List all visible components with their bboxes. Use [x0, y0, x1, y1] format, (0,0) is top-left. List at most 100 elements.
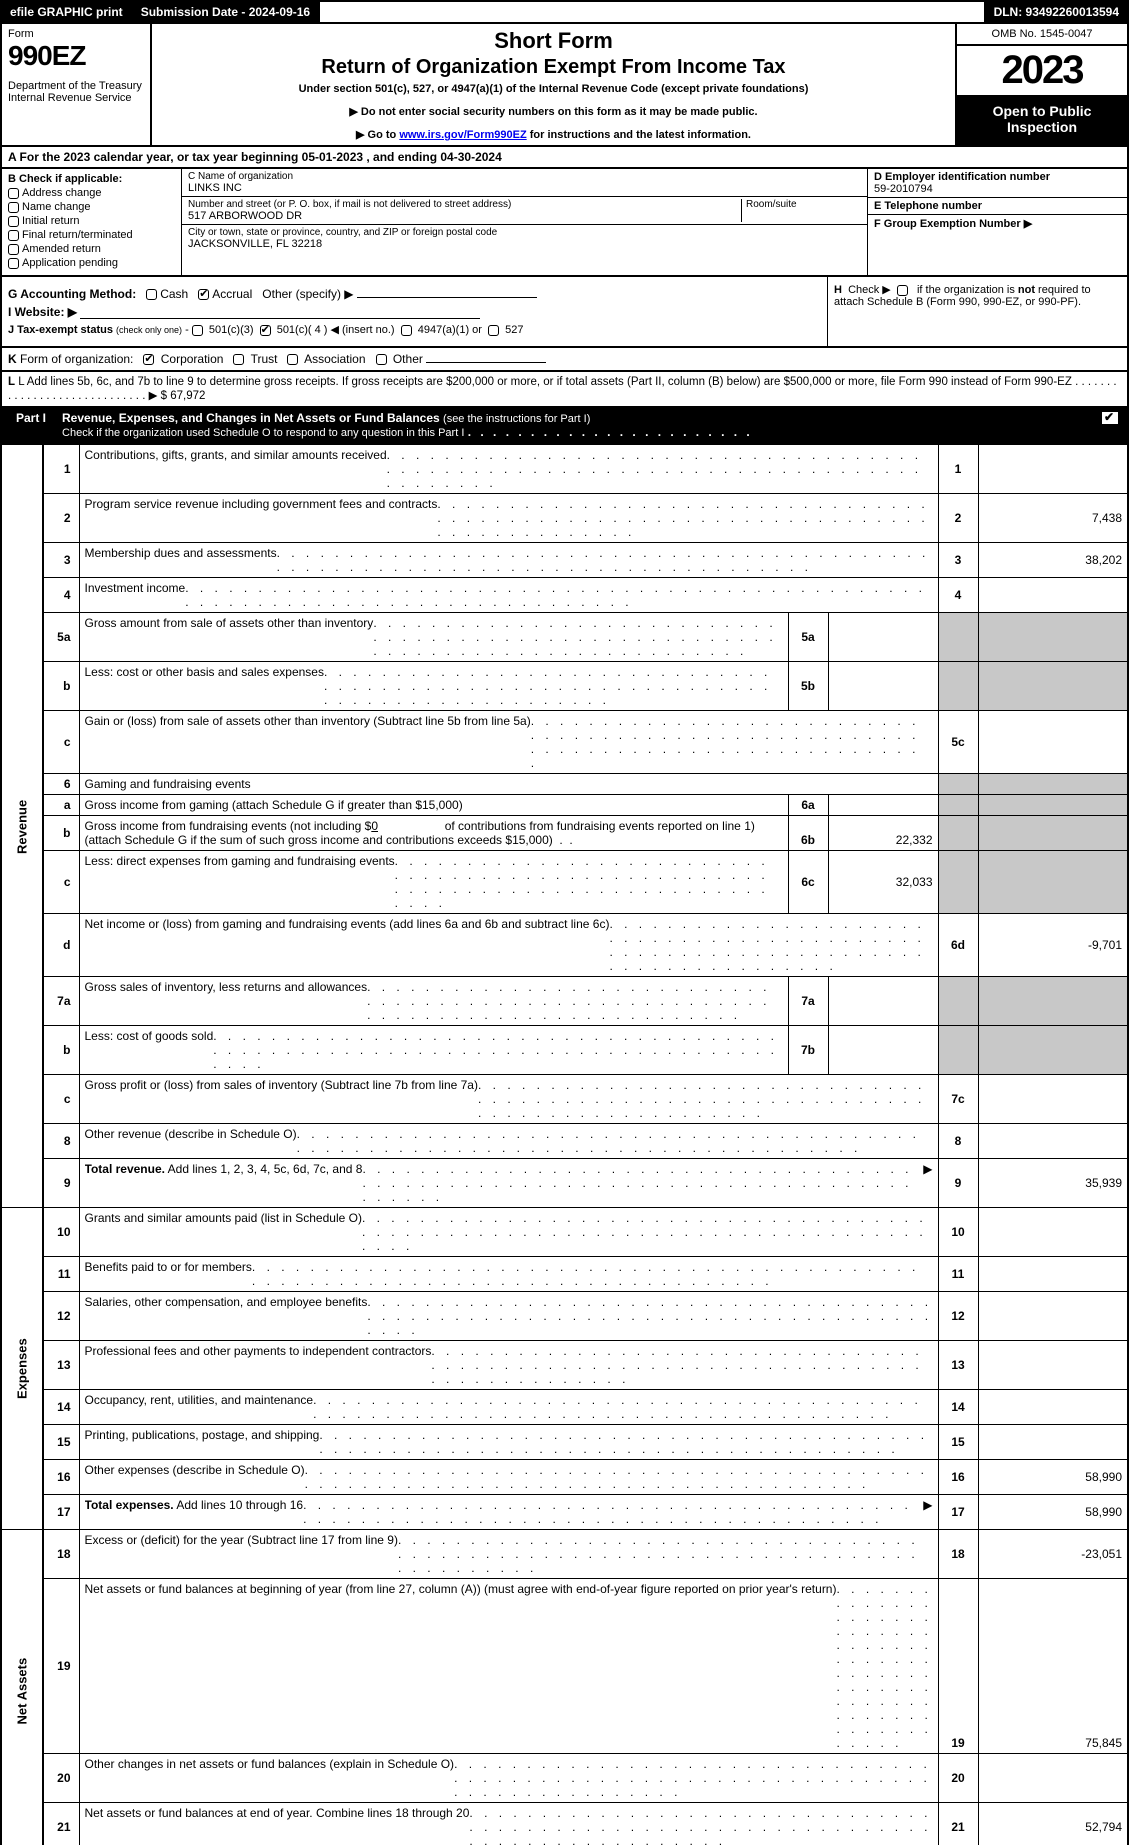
line-rnum: 17 — [938, 1495, 978, 1530]
line-rnum: 3 — [938, 543, 978, 578]
line-subval — [828, 1026, 938, 1075]
topbar-spacer — [320, 2, 985, 22]
col-c-org-info: C Name of organizationLINKS INC Number a… — [182, 169, 867, 275]
telephone-line: E Telephone number — [868, 198, 1127, 215]
chk-name-change[interactable]: Name change — [8, 201, 175, 213]
line-desc: Gaming and fundraising events — [79, 774, 938, 795]
line-rnum: 5c — [938, 711, 978, 774]
line-num: 11 — [43, 1257, 79, 1292]
line-desc: Less: direct expenses from gaming and fu… — [79, 851, 788, 914]
chk-association[interactable] — [287, 354, 298, 365]
line-num: 16 — [43, 1460, 79, 1495]
chk-trust[interactable] — [233, 354, 244, 365]
line-rnum: 18 — [938, 1530, 978, 1579]
line-val-grey — [978, 795, 1128, 816]
part-1-header: Part I Revenue, Expenses, and Changes in… — [0, 408, 1129, 444]
line-num: c — [43, 851, 79, 914]
row-h: H Check ▶ if the organization is not req… — [827, 277, 1127, 346]
efile-print-button[interactable]: efile GRAPHIC print — [2, 2, 133, 22]
line-val — [978, 1754, 1128, 1803]
line-desc: Less: cost of goods sold — [79, 1026, 788, 1075]
ein-value: 59-2010794 — [874, 183, 933, 195]
line-num: b — [43, 662, 79, 711]
chk-accrual[interactable] — [198, 289, 209, 300]
line-val-grey — [978, 774, 1128, 795]
line-val-grey — [978, 977, 1128, 1026]
row-a-tax-year: A For the 2023 calendar year, or tax yea… — [0, 147, 1129, 169]
chk-initial-return[interactable]: Initial return — [8, 215, 175, 227]
line-subnum: 6c — [788, 851, 828, 914]
chk-4947[interactable] — [401, 325, 412, 336]
line-desc: Gross amount from sale of assets other t… — [79, 613, 788, 662]
line-subnum: 6a — [788, 795, 828, 816]
line-num: 21 — [43, 1803, 79, 1845]
line-val — [978, 1075, 1128, 1124]
chk-final-return[interactable]: Final return/terminated — [8, 229, 175, 241]
line-val: 75,845 — [978, 1579, 1128, 1754]
line-subnum: 5b — [788, 662, 828, 711]
row-l-text: L Add lines 5b, 6c, and 7b to line 9 to … — [18, 376, 1072, 388]
line-num: 13 — [43, 1341, 79, 1390]
side-revenue: Revenue — [1, 445, 43, 1208]
line-desc: Program service revenue including govern… — [79, 494, 938, 543]
chk-527[interactable] — [488, 325, 499, 336]
line-desc: Other revenue (describe in Schedule O) — [79, 1124, 938, 1159]
line-val: 35,939 — [978, 1159, 1128, 1208]
chk-cash[interactable] — [146, 289, 157, 300]
line-val — [978, 1208, 1128, 1257]
line-val: -9,701 — [978, 914, 1128, 977]
line-num: b — [43, 1026, 79, 1075]
short-form-title: Short Form — [158, 28, 949, 54]
chk-address-change[interactable]: Address change — [8, 187, 175, 199]
line-desc: Gross income from fundraising events (no… — [79, 816, 788, 851]
line-num: 19 — [43, 1579, 79, 1754]
line-subval — [828, 795, 938, 816]
line-val — [978, 1425, 1128, 1460]
side-net-assets: Net Assets — [1, 1530, 43, 1845]
line-desc: Net assets or fund balances at end of ye… — [79, 1803, 938, 1845]
form-subtitle: Under section 501(c), 527, or 4947(a)(1)… — [158, 83, 949, 95]
org-address-line: Number and street (or P. O. box, if mail… — [182, 197, 867, 225]
line-desc: Other changes in net assets or fund bala… — [79, 1754, 938, 1803]
org-city-line: City or town, state or province, country… — [182, 225, 867, 252]
line-val-grey — [978, 1026, 1128, 1075]
irs-link[interactable]: www.irs.gov/Form990EZ — [399, 129, 526, 141]
line-num: 2 — [43, 494, 79, 543]
chk-schedule-o-used[interactable] — [1101, 411, 1119, 425]
line-num: a — [43, 795, 79, 816]
chk-schedule-b[interactable] — [897, 285, 908, 296]
chk-corporation[interactable] — [143, 354, 154, 365]
chk-application-pending[interactable]: Application pending — [8, 257, 175, 269]
instr2-pre: ▶ Go to — [356, 129, 399, 141]
line-subnum: 5a — [788, 613, 828, 662]
line-subnum: 7a — [788, 977, 828, 1026]
department-label: Department of the Treasury Internal Reve… — [8, 80, 144, 104]
line-val — [978, 1292, 1128, 1341]
line-rnum-grey — [938, 1026, 978, 1075]
part-1-table: Revenue 1 Contributions, gifts, grants, … — [0, 444, 1129, 1845]
tax-year: 2023 — [957, 46, 1127, 97]
chk-amended-return[interactable]: Amended return — [8, 243, 175, 255]
line-desc: Total expenses. Add lines 10 through 16▶ — [79, 1495, 938, 1530]
line-desc: Contributions, gifts, grants, and simila… — [79, 445, 938, 494]
line-rnum: 13 — [938, 1341, 978, 1390]
line-rnum-grey — [938, 774, 978, 795]
instr2-post: for instructions and the latest informat… — [527, 129, 751, 141]
line-val — [978, 1124, 1128, 1159]
chk-501c3[interactable] — [192, 325, 203, 336]
block-bcdef: B Check if applicable: Address change Na… — [0, 169, 1129, 277]
line-num: 20 — [43, 1754, 79, 1803]
chk-other-org[interactable] — [376, 354, 387, 365]
org-addr-label: Number and street (or P. O. box, if mail… — [188, 199, 741, 210]
group-exemption-line: F Group Exemption Number ▶ — [868, 215, 1127, 275]
chk-501c[interactable] — [260, 325, 271, 336]
omb-number: OMB No. 1545-0047 — [957, 24, 1127, 46]
line-num: 12 — [43, 1292, 79, 1341]
line-rnum: 16 — [938, 1460, 978, 1495]
col-d-ein: D Employer identification number59-20107… — [867, 169, 1127, 275]
line-rnum: 6d — [938, 914, 978, 977]
line-desc: Printing, publications, postage, and shi… — [79, 1425, 938, 1460]
line-num: 6 — [43, 774, 79, 795]
line-subnum: 6b — [788, 816, 828, 851]
line-desc: Grants and similar amounts paid (list in… — [79, 1208, 938, 1257]
